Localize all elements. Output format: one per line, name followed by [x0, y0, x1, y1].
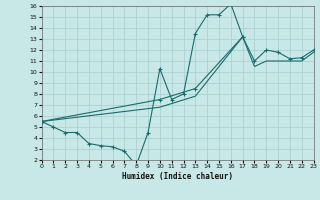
X-axis label: Humidex (Indice chaleur): Humidex (Indice chaleur) — [122, 172, 233, 181]
